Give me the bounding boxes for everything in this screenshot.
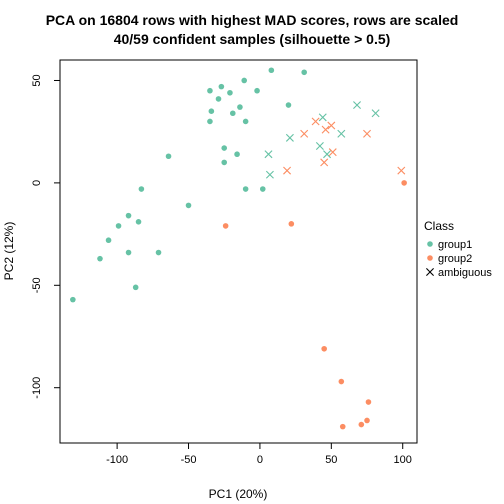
legend-entry-ambiguous: ambiguous <box>438 267 492 279</box>
data-point-group2 <box>222 223 229 229</box>
legend-title: Class <box>424 219 454 233</box>
data-point-ambiguous <box>328 148 337 157</box>
data-point-group1 <box>105 237 112 244</box>
legend: Class group1 group2 ambiguous <box>424 219 492 279</box>
chart-title: PCA on 16804 rows with highest MAD score… <box>46 12 459 28</box>
y-tick-label: -100 <box>31 377 43 399</box>
data-point-group1 <box>218 83 225 90</box>
data-point-group2 <box>321 345 327 352</box>
data-point-group1 <box>207 87 213 94</box>
data-point-group2 <box>365 399 372 405</box>
data-point-group2 <box>358 421 365 428</box>
data-point-ambiguous <box>321 125 330 134</box>
data-point-group1 <box>221 145 228 151</box>
legend-marker-group1 <box>427 241 433 247</box>
data-point-group1 <box>115 223 122 229</box>
data-point-group1 <box>215 96 222 102</box>
plot-frame <box>59 59 418 444</box>
data-point-ambiguous <box>327 121 336 130</box>
data-point-ambiguous <box>323 150 332 159</box>
data-point-ambiguous <box>397 166 406 175</box>
data-point-ambiguous <box>320 158 329 167</box>
data-point-group1 <box>135 219 142 225</box>
data-point-group1 <box>221 159 228 166</box>
legend-marker-group2 <box>427 255 433 261</box>
chart-subtitle: 40/59 confident samples (silhouette > 0.… <box>114 31 391 47</box>
data-point-group1 <box>259 186 266 192</box>
data-point-ambiguous <box>283 166 292 175</box>
legend-marker-ambiguous <box>426 268 434 276</box>
data-point-ambiguous <box>363 129 372 138</box>
data-point-group1 <box>207 118 213 125</box>
data-point-group2 <box>288 221 295 227</box>
x-tick-label: -50 <box>181 454 197 466</box>
x-tick-label: 0 <box>257 454 263 466</box>
data-point-group1 <box>185 202 192 209</box>
data-point-group1 <box>97 255 103 262</box>
data-point-group1 <box>227 89 233 96</box>
y-axis: -100 -50 0 50 <box>31 74 60 399</box>
x-tick-label: -100 <box>106 454 128 466</box>
data-point-group1 <box>138 186 145 192</box>
data-point-group1 <box>301 69 307 76</box>
data-point-group2 <box>339 423 346 430</box>
data-point-group1 <box>254 87 260 94</box>
data-point-group1 <box>268 67 275 74</box>
x-axis-label: PC1 (20%) <box>209 487 268 501</box>
data-point-ambiguous <box>300 129 309 138</box>
legend-entry-group1: group1 <box>438 239 472 251</box>
data-point-group2 <box>401 180 407 186</box>
data-points <box>70 67 407 430</box>
y-axis-label: PC2 (12%) <box>2 222 16 281</box>
data-point-ambiguous <box>264 150 273 159</box>
data-point-ambiguous <box>371 109 380 118</box>
data-point-group1 <box>155 249 162 256</box>
y-tick-label: 0 <box>31 180 43 186</box>
data-point-ambiguous <box>337 129 346 138</box>
x-tick-label: 50 <box>325 454 337 466</box>
data-point-ambiguous <box>265 170 274 179</box>
data-point-group1 <box>242 186 249 192</box>
data-point-ambiguous <box>353 101 362 110</box>
data-point-group1 <box>125 249 132 256</box>
data-point-group1 <box>208 108 215 115</box>
x-axis: -100 -50 0 50 100 <box>106 443 412 466</box>
data-point-ambiguous <box>318 113 327 122</box>
data-point-ambiguous <box>315 142 324 151</box>
y-tick-label: -50 <box>31 277 43 293</box>
legend-entry-group2: group2 <box>438 253 472 265</box>
data-point-ambiguous <box>285 133 294 142</box>
data-point-group1 <box>242 118 249 125</box>
data-point-group1 <box>70 296 76 303</box>
data-point-group1 <box>237 104 243 110</box>
data-point-group1 <box>285 102 292 108</box>
data-point-group1 <box>132 284 139 291</box>
x-tick-label: 100 <box>394 454 412 466</box>
data-point-group1 <box>241 77 248 84</box>
data-point-ambiguous <box>311 117 320 126</box>
data-point-group1 <box>165 153 172 160</box>
data-point-group2 <box>364 417 370 424</box>
data-point-group1 <box>234 151 240 158</box>
y-tick-label: 50 <box>31 74 43 86</box>
data-point-group1 <box>229 110 236 117</box>
data-point-group1 <box>125 212 132 219</box>
data-point-group2 <box>338 378 345 385</box>
